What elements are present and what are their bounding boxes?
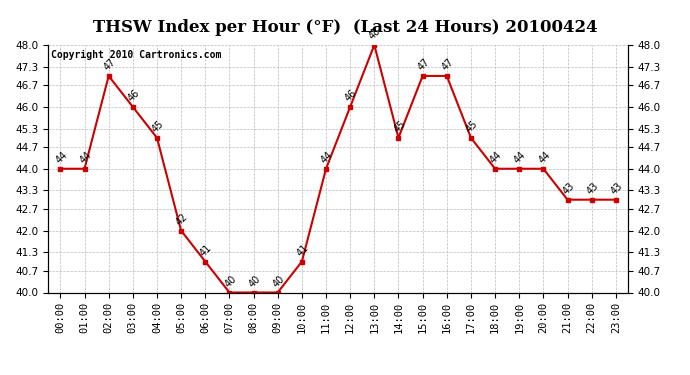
Text: 43: 43: [560, 180, 576, 196]
Text: 44: 44: [53, 150, 69, 165]
Text: 44: 44: [319, 150, 335, 165]
Text: 45: 45: [150, 118, 166, 134]
Text: THSW Index per Hour (°F)  (Last 24 Hours) 20100424: THSW Index per Hour (°F) (Last 24 Hours)…: [92, 19, 598, 36]
Text: 48: 48: [367, 26, 383, 42]
Text: 41: 41: [295, 242, 310, 258]
Text: 47: 47: [440, 57, 455, 72]
Text: 42: 42: [174, 211, 190, 227]
Text: 45: 45: [391, 118, 407, 134]
Text: 44: 44: [536, 150, 552, 165]
Text: 41: 41: [198, 242, 214, 258]
Text: 40: 40: [270, 273, 286, 289]
Text: 43: 43: [609, 180, 624, 196]
Text: 46: 46: [126, 88, 141, 104]
Text: 40: 40: [246, 273, 262, 289]
Text: 44: 44: [488, 150, 504, 165]
Text: 45: 45: [464, 118, 480, 134]
Text: 40: 40: [222, 273, 238, 289]
Text: Copyright 2010 Cartronics.com: Copyright 2010 Cartronics.com: [51, 50, 221, 60]
Text: 47: 47: [415, 57, 431, 72]
Text: 44: 44: [512, 150, 528, 165]
Text: 46: 46: [343, 88, 359, 104]
Text: 47: 47: [101, 57, 117, 72]
Text: 44: 44: [77, 150, 93, 165]
Text: 43: 43: [584, 180, 600, 196]
